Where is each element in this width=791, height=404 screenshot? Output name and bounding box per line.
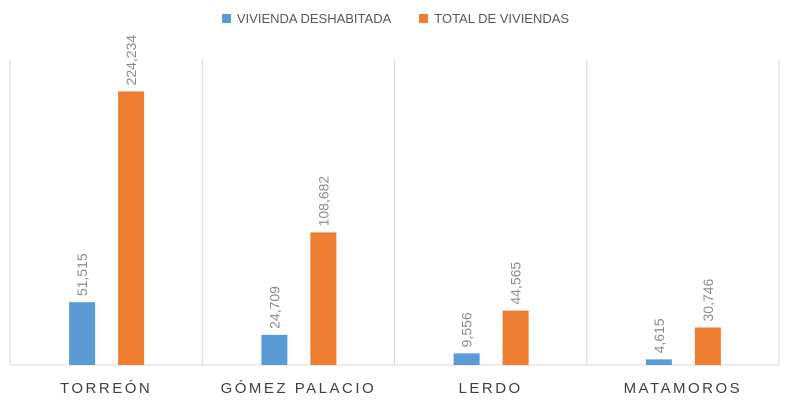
category-label: GÓMEZ PALACIO bbox=[221, 380, 377, 397]
legend-swatch-orange bbox=[419, 13, 429, 23]
bar-vivienda-deshabitada bbox=[261, 334, 288, 365]
data-label: 24,709 bbox=[266, 286, 282, 329]
category-labels-group: TORREÓN GÓMEZ PALACIO LERDO MATAMOROS bbox=[60, 380, 743, 397]
data-label: 9,556 bbox=[459, 312, 475, 347]
data-label: 51,515 bbox=[74, 253, 90, 296]
chart-legend: VIVIENDA DESHABITADA TOTAL DE VIVIENDAS bbox=[0, 8, 791, 28]
category-label: TORREÓN bbox=[60, 380, 152, 397]
bar-vivienda-deshabitada bbox=[69, 302, 96, 365]
legend-item-vivienda-deshabitada: VIVIENDA DESHABITADA bbox=[221, 10, 392, 26]
bar-total-de-viviendas bbox=[310, 232, 337, 365]
category-label: MATAMOROS bbox=[624, 380, 743, 397]
bar-total-de-viviendas bbox=[502, 310, 529, 365]
data-label: 224,234 bbox=[123, 35, 139, 86]
data-labels-group: 51,515 224,234 24,709 108,682 9,556 44,565 4,6… bbox=[74, 35, 716, 354]
legend-label-vivienda-deshabitada: VIVIENDA DESHABITADA bbox=[236, 10, 392, 26]
data-label: 30,746 bbox=[700, 278, 716, 321]
data-label: 4,615 bbox=[651, 318, 667, 353]
bar-total-de-viviendas bbox=[694, 327, 721, 365]
bar-total-de-viviendas bbox=[118, 91, 145, 366]
bar-vivienda-deshabitada bbox=[453, 353, 480, 365]
legend-label-total-de-viviendas: TOTAL DE VIVIENDAS bbox=[434, 10, 570, 26]
data-label: 44,565 bbox=[508, 262, 524, 305]
bar-vivienda-deshabitada bbox=[645, 359, 672, 365]
data-label: 108,682 bbox=[315, 176, 331, 227]
legend-swatch-blue bbox=[221, 13, 231, 23]
legend-item-total-de-viviendas: TOTAL DE VIVIENDAS bbox=[419, 11, 569, 26]
bars-group bbox=[69, 91, 721, 366]
category-label: LERDO bbox=[459, 380, 523, 397]
